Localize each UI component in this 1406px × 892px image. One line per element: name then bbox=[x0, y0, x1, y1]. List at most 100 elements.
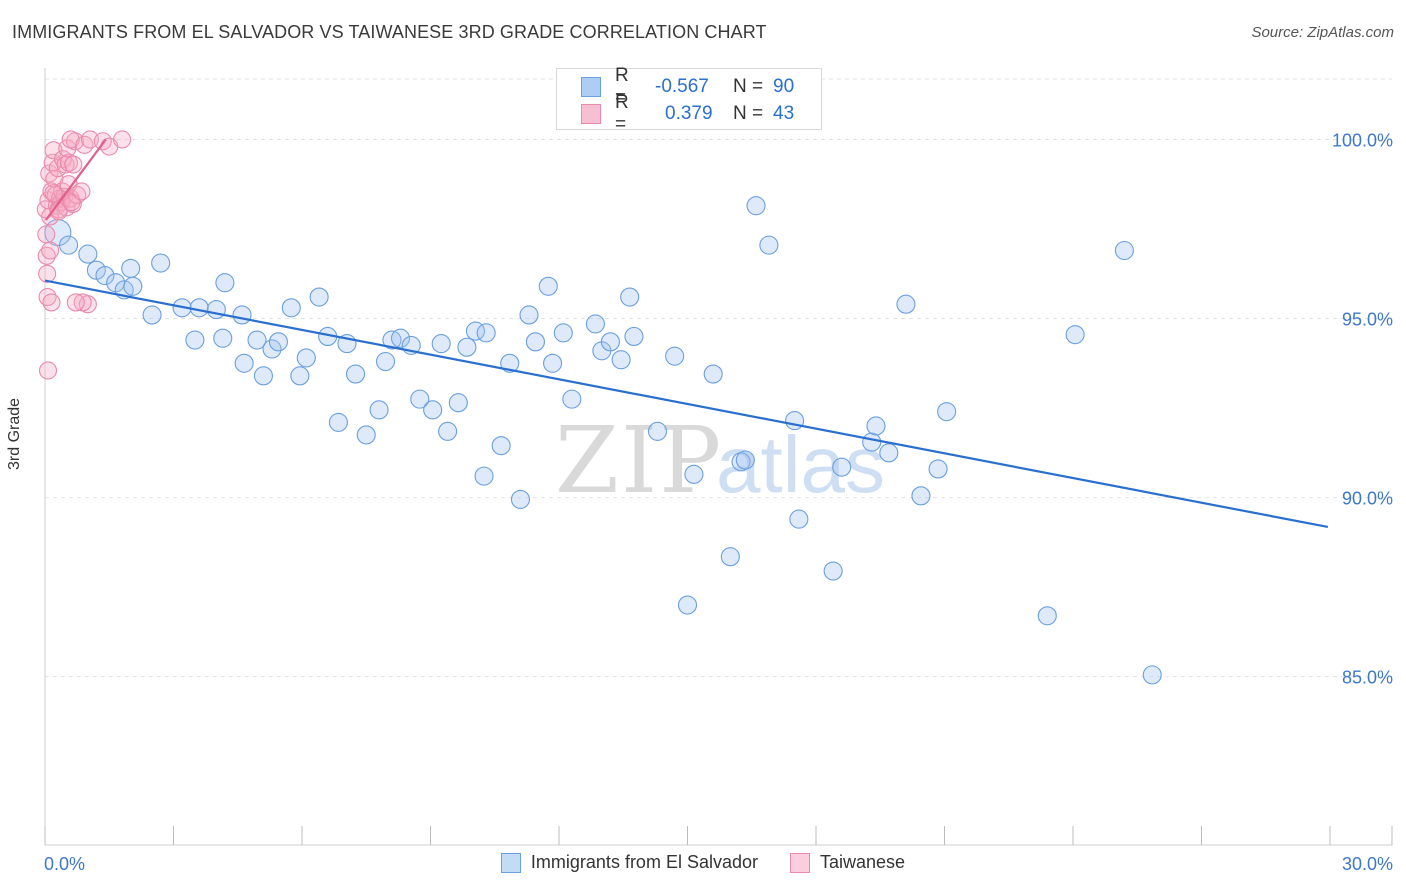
point-el-salvador bbox=[474, 466, 494, 486]
point-el-salvador bbox=[519, 305, 539, 325]
point-el-salvador bbox=[1037, 606, 1057, 626]
stats-row-el-salvador: R = -0.567 N = 90 bbox=[581, 65, 795, 108]
point-el-salvador bbox=[185, 330, 205, 350]
point-el-salvador bbox=[1142, 665, 1162, 685]
point-taiwanese bbox=[75, 135, 94, 154]
n-label: N = bbox=[733, 76, 764, 97]
point-el-salvador bbox=[78, 244, 98, 264]
point-el-salvador bbox=[543, 353, 563, 373]
point-el-salvador bbox=[410, 389, 430, 409]
point-el-salvador bbox=[189, 298, 209, 318]
point-el-salvador bbox=[684, 464, 704, 484]
point-el-salvador bbox=[309, 287, 329, 307]
point-el-salvador bbox=[345, 364, 366, 384]
point-el-salvador bbox=[448, 393, 468, 413]
stats-row-taiwanese: R = 0.379 N = 43 bbox=[581, 92, 795, 135]
point-taiwanese bbox=[44, 184, 63, 203]
point-taiwanese bbox=[73, 293, 92, 312]
r-label: R = bbox=[615, 92, 629, 135]
point-taiwanese bbox=[61, 130, 80, 149]
watermark: ZIP atlas bbox=[555, 407, 885, 514]
point-el-salvador bbox=[538, 276, 558, 296]
legend-item-taiwanese[interactable]: Taiwanese bbox=[790, 852, 905, 873]
point-el-salvador bbox=[611, 350, 631, 370]
point-el-salvador bbox=[268, 332, 288, 352]
point-el-salvador bbox=[759, 235, 779, 255]
stats-swatch-taiwanese bbox=[581, 104, 601, 124]
point-taiwanese bbox=[37, 225, 56, 244]
tick-labels: 100.0% 95.0% 90.0% 85.0% 0.0% 30.0% bbox=[44, 130, 1393, 874]
point-el-salvador bbox=[677, 595, 698, 615]
series-taiwanese bbox=[36, 130, 132, 380]
n-value: 43 bbox=[773, 103, 795, 124]
point-el-salvador bbox=[879, 443, 899, 463]
point-el-salvador bbox=[500, 353, 520, 373]
point-el-salvador bbox=[553, 323, 573, 343]
point-el-salvador bbox=[123, 276, 143, 296]
point-el-salvador bbox=[647, 421, 668, 441]
n-value: 90 bbox=[773, 76, 795, 97]
point-taiwanese bbox=[113, 130, 132, 149]
point-el-salvador bbox=[296, 348, 316, 368]
point-taiwanese bbox=[66, 293, 85, 312]
point-el-salvador bbox=[600, 332, 620, 352]
point-el-salvador bbox=[789, 509, 809, 529]
point-taiwanese bbox=[41, 241, 60, 260]
r-value: -0.567 bbox=[655, 76, 709, 97]
point-el-salvador bbox=[476, 323, 496, 343]
legend-label-el-salvador: Immigrants from El Salvador bbox=[530, 852, 758, 872]
trend-line-el-salvador bbox=[44, 279, 1329, 529]
point-el-salvador bbox=[232, 305, 252, 325]
point-el-salvador bbox=[95, 266, 115, 286]
point-el-salvador bbox=[896, 294, 916, 314]
r-label: R = bbox=[615, 65, 629, 108]
r-value: 0.379 bbox=[665, 103, 713, 124]
legend: Immigrants from El Salvador Taiwanese bbox=[0, 852, 1406, 873]
point-el-salvador bbox=[585, 314, 605, 334]
trend-line-taiwanese bbox=[44, 138, 107, 221]
point-el-salvador bbox=[431, 334, 451, 354]
stats-box: R = -0.567 N = 90 R = 0.379 N = 43 bbox=[556, 65, 822, 135]
point-el-salvador bbox=[59, 235, 79, 255]
point-el-salvador bbox=[253, 366, 274, 386]
point-el-salvador bbox=[823, 561, 843, 581]
point-el-salvador bbox=[735, 450, 755, 470]
point-el-salvador bbox=[911, 486, 931, 506]
point-el-salvador bbox=[328, 412, 348, 432]
point-el-salvador bbox=[213, 328, 233, 348]
point-el-salvador bbox=[457, 337, 477, 357]
legend-swatch-taiwanese bbox=[790, 852, 810, 873]
trend-lines bbox=[44, 138, 1329, 529]
point-el-salvador bbox=[234, 353, 254, 373]
point-el-salvador bbox=[746, 196, 766, 216]
point-taiwanese bbox=[38, 361, 58, 380]
point-el-salvador bbox=[356, 425, 376, 445]
y-tick-label: 90.0% bbox=[1342, 489, 1393, 509]
point-el-salvador bbox=[215, 273, 235, 293]
chart-title: IMMIGRANTS FROM EL SALVADOR VS TAIWANESE… bbox=[12, 22, 767, 42]
point-el-salvador bbox=[937, 402, 957, 422]
point-el-salvador bbox=[151, 253, 171, 273]
point-taiwanese bbox=[37, 246, 56, 265]
y-tick-label: 85.0% bbox=[1342, 668, 1393, 688]
point-el-salvador bbox=[1114, 240, 1134, 261]
point-el-salvador bbox=[832, 457, 852, 477]
series-el-salvador bbox=[44, 196, 1162, 685]
point-el-salvador bbox=[206, 300, 226, 320]
point-el-salvador bbox=[703, 364, 723, 384]
point-el-salvador bbox=[1065, 325, 1085, 345]
point-el-salvador bbox=[862, 432, 882, 452]
point-el-salvador bbox=[785, 411, 805, 431]
x-tick-label: 30.0% bbox=[1342, 854, 1393, 874]
n-label: N = bbox=[733, 103, 764, 124]
point-el-salvador bbox=[866, 416, 886, 436]
point-el-salvador bbox=[510, 489, 531, 509]
point-el-salvador bbox=[369, 400, 389, 420]
point-el-salvador bbox=[247, 330, 267, 350]
legend-item-el-salvador[interactable]: Immigrants from El Salvador bbox=[500, 852, 758, 873]
legend-swatch-el-salvador bbox=[500, 852, 521, 873]
point-taiwanese bbox=[64, 155, 83, 174]
y-tick-label: 100.0% bbox=[1332, 130, 1393, 150]
point-taiwanese bbox=[38, 264, 57, 283]
